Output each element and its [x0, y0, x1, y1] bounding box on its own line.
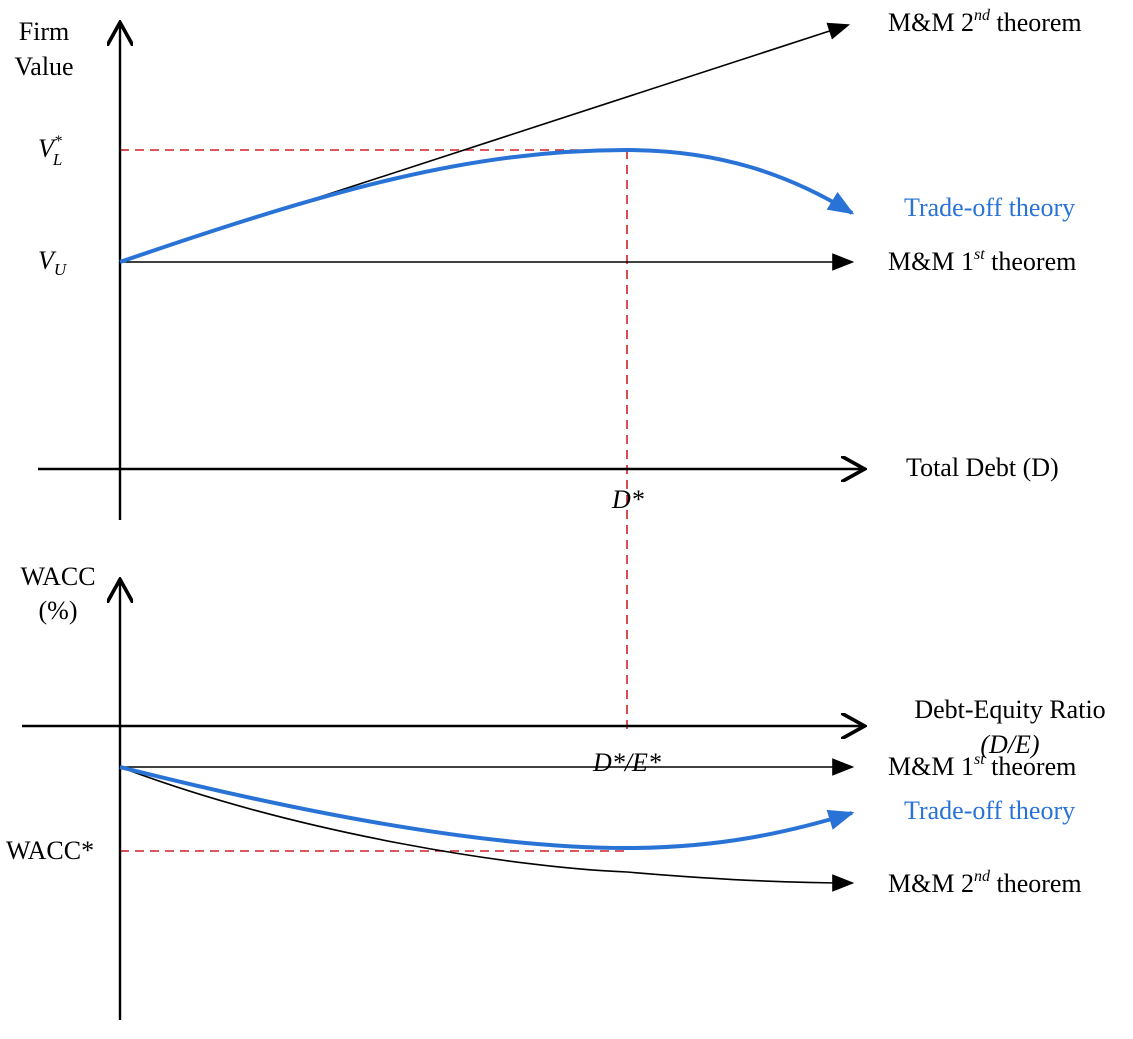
bottom-y-axis-label-line1: WACC [20, 562, 95, 591]
vu-label: VU [38, 246, 68, 279]
tradeoff-theory-label-top: Trade-off theory [904, 193, 1075, 222]
top-tradeoff-curve [119, 147, 855, 264]
top-panel: Firm Value V* L VU M&M 2nd theorem Trade-… [14, 7, 1082, 730]
mm1-theorem-label-top: M&M 1st theorem [888, 246, 1076, 276]
d-star-label: D* [611, 485, 644, 514]
de-star-label: D*/E* [592, 748, 661, 777]
mm2-theorem-label-bottom: M&M 2nd theorem [888, 868, 1082, 898]
top-y-axis-label-line1: Firm [19, 17, 70, 46]
top-y-axis-label-line2: Value [14, 52, 73, 81]
vl-star-label: V* L [38, 133, 62, 169]
bottom-x-axis-label-line2: (D/E) [980, 730, 1039, 759]
mm1-theorem-label-bottom: M&M 1st theorem [888, 751, 1076, 781]
bottom-mm2-curve [119, 766, 855, 892]
bottom-x-axis-label-line1: Debt-Equity Ratio [914, 695, 1105, 724]
mm2-theorem-label-top: M&M 2nd theorem [888, 7, 1082, 37]
bottom-tradeoff-curve [119, 765, 855, 851]
wacc-star-label: WACC* [6, 836, 94, 865]
bottom-panel: WACC (%) WACC* M&M 1st theorem Trade-off… [6, 562, 1106, 1020]
bottom-y-axis-label-line2: (%) [39, 596, 78, 625]
tradeoff-theory-label-bottom: Trade-off theory [904, 796, 1075, 825]
top-x-axis-label: Total Debt (D) [906, 453, 1059, 482]
